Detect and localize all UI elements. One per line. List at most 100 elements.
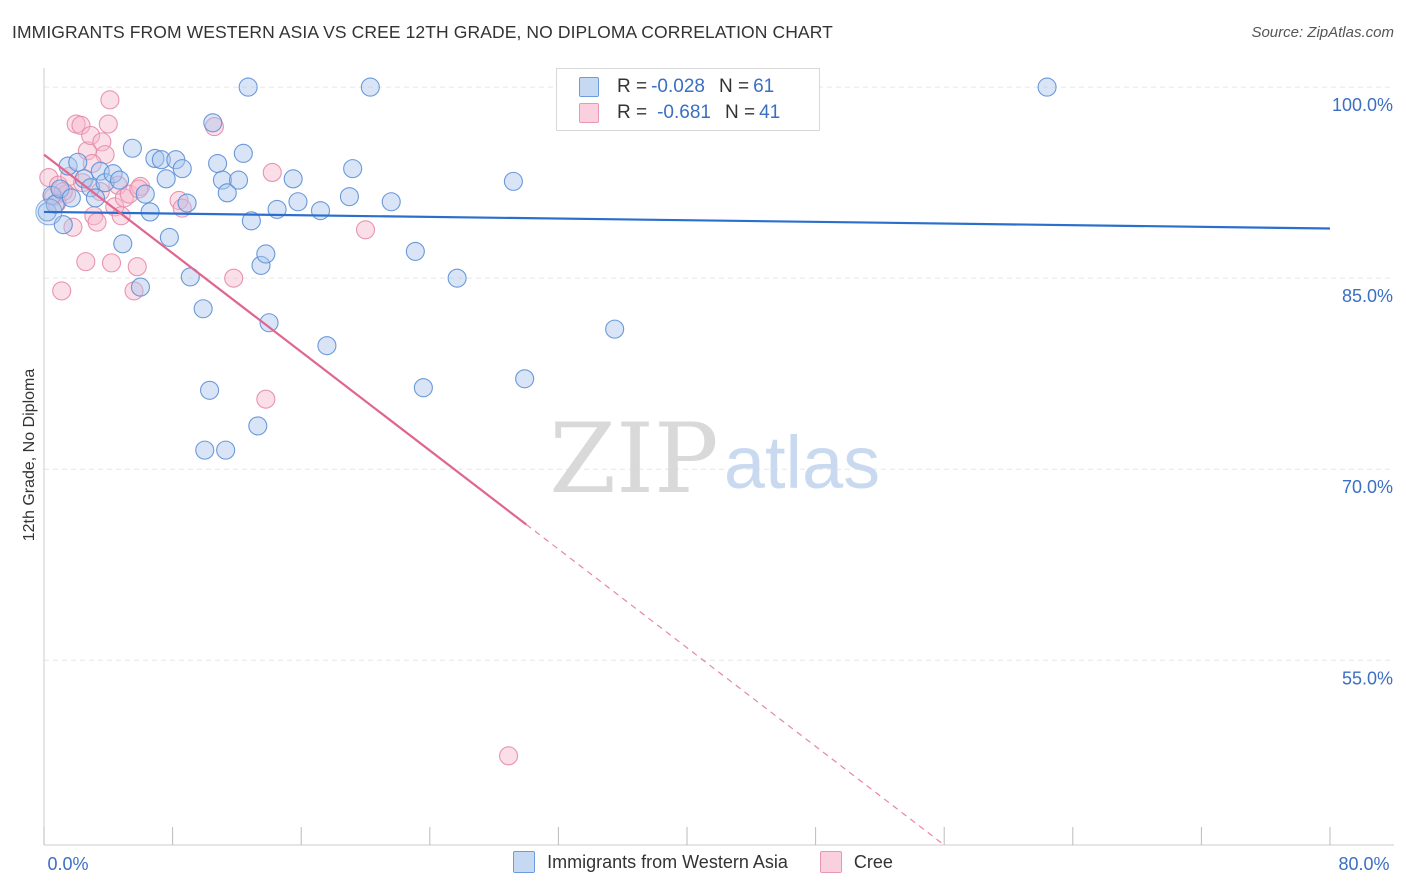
data-point — [283, 169, 303, 189]
legend-r-label: R = — [617, 102, 648, 123]
data-point — [113, 234, 133, 254]
data-point — [130, 277, 150, 297]
data-point — [195, 440, 215, 460]
correlation-legend: R = -0.028 N = 61 R = -0.681 N = 41 — [556, 68, 820, 131]
data-point — [119, 184, 139, 204]
data-point — [256, 389, 276, 409]
data-point — [76, 252, 96, 272]
legend-r-label: R = — [617, 76, 648, 97]
data-point — [238, 77, 258, 97]
data-point — [248, 416, 268, 436]
data-point — [110, 170, 130, 190]
data-point — [156, 169, 176, 189]
series-swatch-pink — [819, 851, 842, 873]
legend-r-value: -0.681 — [657, 102, 711, 123]
data-point — [61, 188, 81, 208]
source-credit: Source: ZipAtlas.com — [1251, 24, 1394, 41]
data-point — [317, 336, 337, 356]
data-point — [216, 440, 236, 460]
data-point — [605, 319, 625, 339]
data-point — [87, 212, 107, 232]
data-point — [101, 253, 122, 273]
data-point — [1037, 77, 1057, 97]
data-point — [177, 193, 197, 213]
data-point — [85, 188, 105, 208]
series-legend-western-asia[interactable]: Immigrants from Western Asia — [513, 851, 788, 873]
data-point — [52, 281, 72, 301]
data-point — [256, 244, 276, 264]
y-tick-label: 70.0% — [1342, 477, 1393, 497]
data-point — [233, 143, 253, 163]
data-point — [381, 192, 401, 212]
data-point — [208, 153, 228, 174]
data-point — [343, 159, 363, 179]
data-point — [228, 170, 249, 190]
series-legend-label: Cree — [853, 851, 893, 872]
data-point — [262, 162, 282, 182]
data-point — [169, 190, 189, 211]
data-point — [288, 192, 308, 212]
data-point — [81, 125, 101, 146]
data-point — [129, 179, 149, 199]
trend-line-western-asia — [43, 210, 1331, 230]
legend-r-value: -0.028 — [651, 76, 705, 97]
data-point — [127, 257, 147, 277]
data-point — [241, 211, 261, 231]
data-point — [413, 378, 433, 398]
data-point — [159, 227, 179, 247]
legend-n-label: N = — [724, 102, 756, 123]
western-asia-points — [35, 77, 1057, 460]
tick-labels: 100.0% 85.0% 70.0% 55.0% 0.0% 80.0% — [47, 95, 1393, 874]
trend-line-cree — [43, 153, 527, 526]
watermark: ZIP atlas — [549, 403, 880, 515]
data-point — [405, 241, 425, 261]
legend-n-value: 41 — [759, 102, 781, 123]
data-point — [224, 268, 244, 288]
y-tick-label: 55.0% — [1342, 668, 1393, 688]
y-tick-label: 85.0% — [1342, 286, 1393, 306]
watermark-atlas: atlas — [724, 421, 880, 504]
legend-swatch-blue — [579, 77, 599, 97]
data-point — [71, 115, 91, 135]
data-point — [212, 170, 232, 190]
chart-title: IMMIGRANTS FROM WESTERN ASIA VS CREE 12T… — [12, 22, 833, 42]
data-point — [217, 183, 237, 203]
data-point — [92, 132, 112, 152]
data-point — [310, 201, 331, 221]
data-point — [98, 114, 118, 134]
legend-n-value: 61 — [753, 76, 775, 97]
data-point — [151, 150, 171, 170]
trend-lines — [43, 153, 1331, 846]
legend-row-western-asia: R = -0.028 N = 61 — [579, 75, 774, 99]
x-tick-label: 80.0% — [1338, 854, 1389, 874]
data-point — [503, 171, 523, 191]
axes — [43, 68, 1394, 846]
data-point — [100, 90, 120, 110]
data-point — [81, 178, 101, 198]
data-point — [360, 77, 380, 97]
series-swatch-blue — [513, 851, 536, 873]
data-point — [135, 184, 155, 204]
series-legend-cree[interactable]: Cree — [819, 851, 893, 873]
cree-points — [39, 90, 519, 766]
data-point — [203, 113, 223, 133]
gridlines — [44, 86, 1392, 661]
trend-line-cree-extension — [525, 523, 945, 846]
y-tick-label: 100.0% — [1332, 95, 1393, 115]
data-point — [193, 299, 213, 319]
data-point — [82, 153, 102, 174]
data-point — [172, 159, 192, 179]
data-point — [251, 255, 271, 275]
series-legend: Immigrants from Western Asia Cree — [0, 851, 1406, 873]
watermark-zip: ZIP — [549, 403, 718, 515]
data-point — [259, 313, 279, 333]
data-point — [339, 187, 359, 207]
data-point — [499, 746, 519, 766]
data-point — [145, 148, 165, 168]
data-point — [515, 369, 535, 389]
x-tick-label: 0.0% — [47, 854, 88, 874]
legend-row-cree: R = -0.681 N = 41 — [579, 101, 780, 125]
series-legend-label: Immigrants from Western Asia — [547, 851, 788, 872]
legend-swatch-pink — [579, 103, 599, 123]
